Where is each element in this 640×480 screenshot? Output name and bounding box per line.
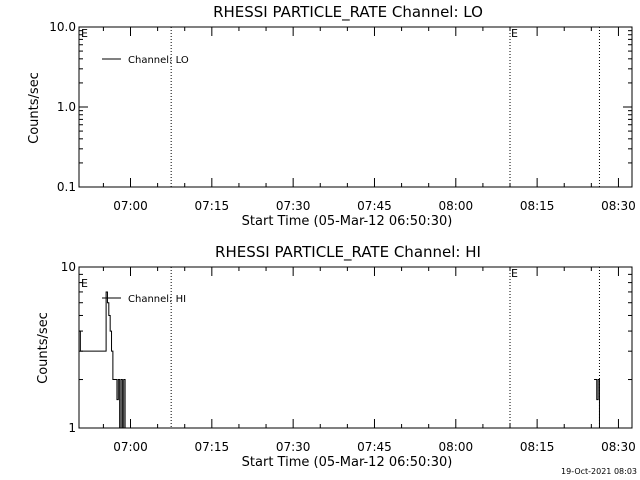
axis-ticks: 07:00 07:15 07:30 07:45 08:00 08:15 08:30 0.1 1.…: [49, 20, 635, 213]
edge-flag-left: E: [81, 27, 88, 40]
y-tick-label: 1.0: [57, 100, 76, 114]
x-tick-label: 07:15: [195, 440, 230, 454]
y-tick-label: 10.0: [49, 20, 76, 34]
x-tick-label: 07:00: [113, 199, 148, 213]
x-tick-label: 08:00: [439, 440, 474, 454]
y-tick-label: 1: [68, 421, 76, 435]
x-tick-label: 07:30: [276, 199, 311, 213]
chart-legend: Channel: HI: [102, 294, 186, 305]
y-tick-label: 0.1: [57, 180, 76, 194]
event-marker-label: E: [511, 27, 518, 40]
chart-title: RHESSI PARTICLE_RATE Channel: HI: [215, 243, 481, 262]
timestamp-stamp: 19-Oct-2021 08:03: [561, 467, 637, 476]
legend-label: Channel: LO: [128, 55, 189, 66]
x-tick-label: 08:30: [601, 199, 636, 213]
x-tick-label: 07:45: [357, 199, 392, 213]
event-markers: E: [170, 267, 600, 428]
edge-flag-left: E: [81, 277, 88, 290]
x-tick-label: 08:00: [439, 199, 474, 213]
x-axis-label: Start Time (05-Mar-12 06:50:30): [242, 214, 453, 229]
chart-title: RHESSI PARTICLE_RATE Channel: LO: [213, 3, 483, 22]
axis-ticks: 07:00 07:15 07:30 07:45 08:00 08:15 08:30 1 10: [61, 260, 636, 454]
x-axis-label: Start Time (05-Mar-12 06:50:30): [242, 455, 453, 470]
event-markers: E: [170, 27, 600, 187]
data-series: [79, 291, 601, 429]
chart-panel-lo: RHESSI PARTICLE_RATE Channel: LO Start T…: [27, 3, 636, 229]
series-line: [79, 291, 126, 429]
series-line: [594, 379, 601, 429]
y-tick-label: 10: [61, 260, 76, 274]
x-tick-label: 07:15: [195, 199, 230, 213]
x-tick-label: 08:30: [601, 440, 636, 454]
x-tick-label: 08:15: [520, 440, 555, 454]
x-tick-label: 07:00: [113, 440, 148, 454]
plot-frame: [78, 266, 633, 429]
y-axis-label: Counts/sec: [27, 72, 42, 144]
event-marker-label: E: [511, 267, 518, 280]
x-tick-label: 08:15: [520, 199, 555, 213]
x-tick-label: 07:30: [276, 440, 311, 454]
chart-panel-hi: RHESSI PARTICLE_RATE Channel: HI Start T…: [36, 243, 636, 470]
legend-label: Channel: HI: [128, 294, 186, 305]
x-tick-label: 07:45: [357, 440, 392, 454]
y-axis-label: Counts/sec: [36, 312, 51, 384]
plot-frame: [78, 26, 633, 188]
chart-legend: Channel: LO: [102, 55, 189, 66]
